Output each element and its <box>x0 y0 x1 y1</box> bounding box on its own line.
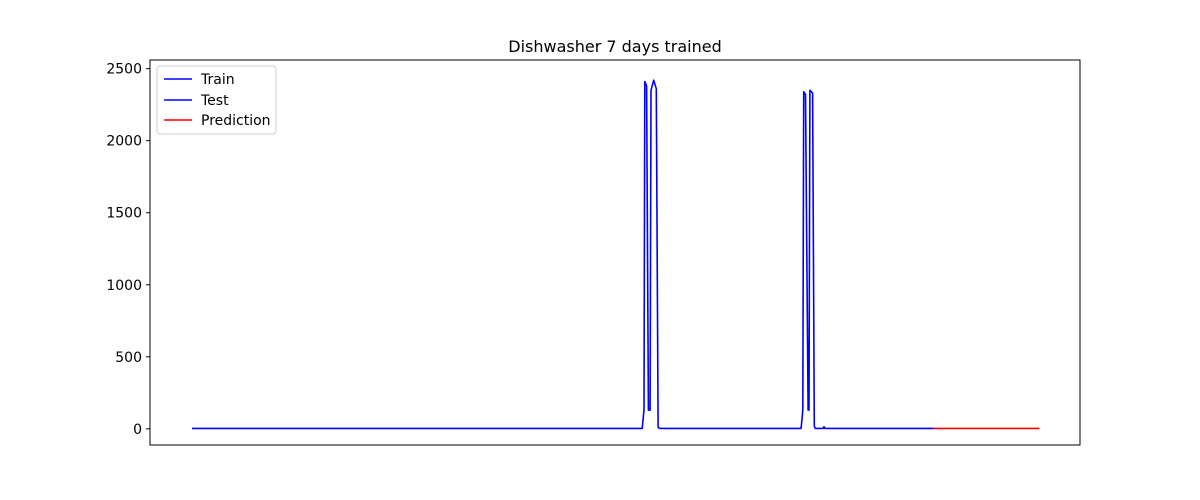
y-tick-label-2000: 2000 <box>106 134 142 150</box>
legend-box <box>156 65 277 135</box>
y-tick-label-500: 500 <box>115 350 142 366</box>
chart-title: Dishwasher 7 days trained <box>508 37 721 56</box>
plot-frame <box>149 59 1081 446</box>
y-tick-label-0: 0 <box>133 422 142 438</box>
series-layer <box>192 79 1040 430</box>
y-tick-label-1500: 1500 <box>106 206 142 222</box>
legend-label-test: Test <box>200 93 229 109</box>
legend-label-train: Train <box>200 72 235 88</box>
y-tick-label-1000: 1000 <box>106 278 142 294</box>
legend-label-prediction: Prediction <box>201 113 271 129</box>
legend: Train Test Prediction <box>156 65 277 135</box>
plot-area <box>150 60 1080 445</box>
y-tick-label-2500: 2500 <box>106 62 142 78</box>
series-line-train <box>192 79 907 430</box>
y-axis: 0 500 1000 1500 2000 2500 <box>106 62 150 438</box>
